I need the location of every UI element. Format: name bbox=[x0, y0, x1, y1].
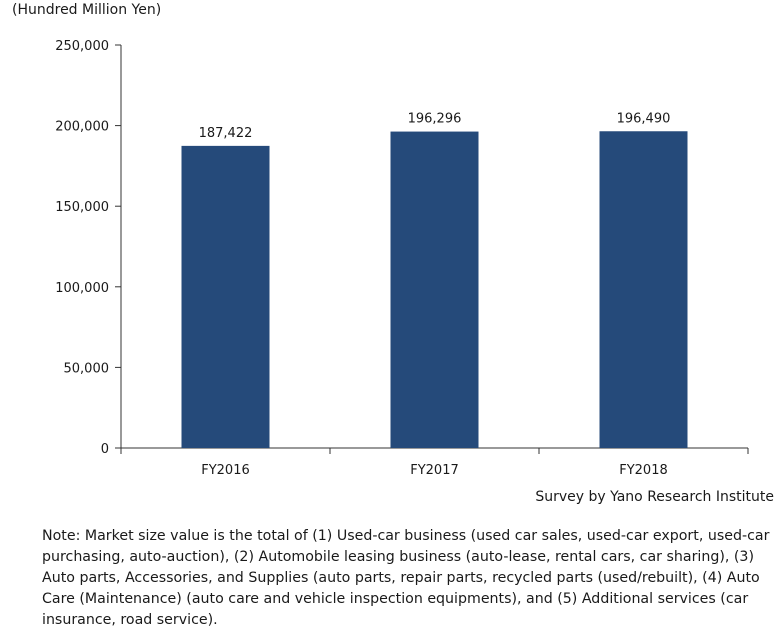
bar-fy2016 bbox=[181, 145, 270, 448]
x-tick-label: FY2018 bbox=[619, 463, 668, 478]
bars: 187,422 196,296 196,490 bbox=[181, 111, 688, 448]
x-tick-label: FY2016 bbox=[201, 463, 250, 478]
bar-value-label: 196,296 bbox=[408, 112, 462, 127]
y-tick-label: 250,000 bbox=[55, 39, 109, 54]
source-credit: Survey by Yano Research Institute bbox=[535, 489, 774, 505]
bar-value-label: 196,490 bbox=[617, 111, 671, 126]
bar-fy2017 bbox=[390, 131, 479, 448]
y-tick-label: 0 bbox=[101, 442, 109, 457]
y-tick-label: 150,000 bbox=[55, 200, 109, 215]
y-axis-unit-label: (Hundred Million Yen) bbox=[12, 2, 162, 18]
footnote: Note: Market size value is the total of … bbox=[42, 528, 770, 628]
bar-value-label: 187,422 bbox=[199, 126, 253, 141]
y-tick-label: 100,000 bbox=[55, 281, 109, 296]
bar-chart: 0 50,000 100,000 150,000 200,000 250,000 FY20… bbox=[55, 39, 749, 478]
y-tick-label: 50,000 bbox=[64, 361, 110, 376]
x-axis: FY2016 FY2017 FY2018 bbox=[120, 447, 749, 478]
x-tick-label: FY2017 bbox=[410, 463, 459, 478]
y-tick-label: 200,000 bbox=[55, 120, 109, 135]
bar-fy2018 bbox=[599, 131, 688, 448]
y-axis: 0 50,000 100,000 150,000 200,000 250,000 bbox=[55, 39, 122, 457]
